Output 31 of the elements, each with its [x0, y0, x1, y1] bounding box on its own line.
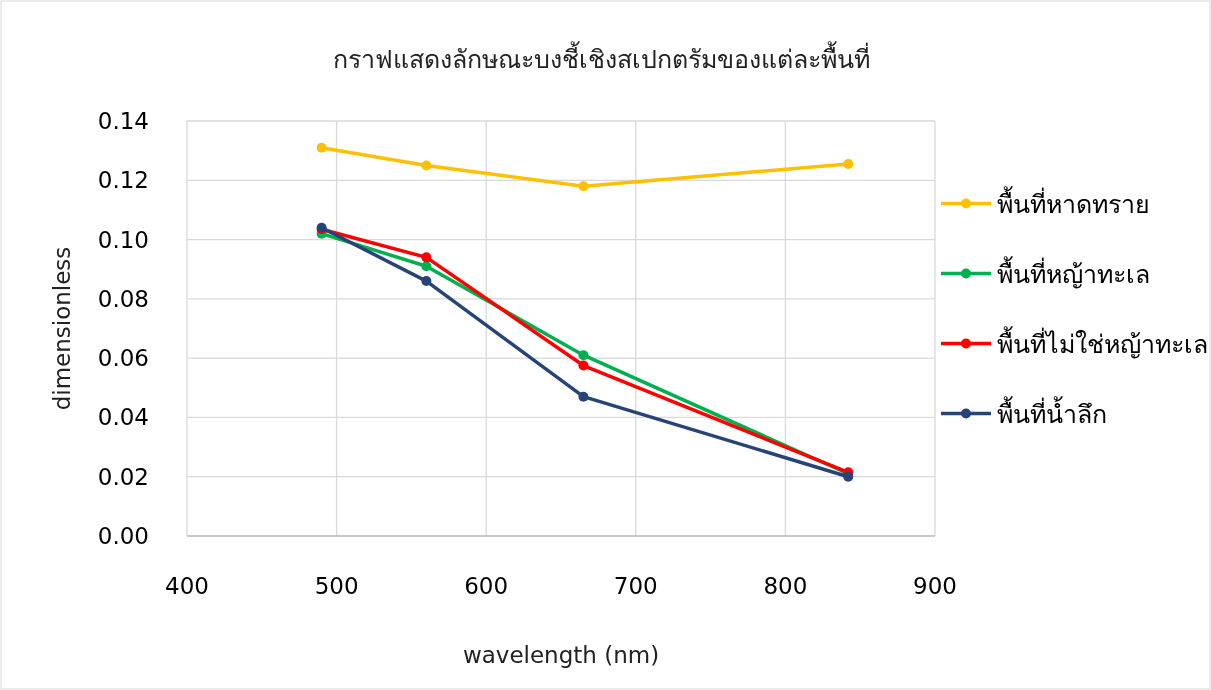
- point: [578, 391, 589, 402]
- point: [421, 160, 432, 171]
- x-tick-label: 600: [464, 573, 509, 599]
- x-tick-label: 400: [165, 573, 209, 599]
- legend-label: พื้นที่น้ำลึก: [997, 395, 1107, 429]
- y-tick-label: 0.12: [97, 167, 149, 194]
- point: [578, 350, 589, 361]
- legend-label: พื้นที่ไม่ใช่หญ้าทะเล: [997, 325, 1208, 359]
- y-tick-label: 0.06: [97, 345, 149, 372]
- point: [578, 360, 589, 371]
- x-tick-label: 500: [314, 573, 359, 599]
- chart-title: กราฟแสดงลักษณะบงชี้เชิงสเปกตรัมของแต่ละพื้นที่: [332, 41, 870, 74]
- x-tick-label: 900: [913, 573, 957, 599]
- point: [316, 142, 327, 153]
- y-tick-label: 0.02: [97, 463, 149, 490]
- x-tick-label: 700: [613, 573, 658, 599]
- y-tick-label: 0.00: [97, 523, 149, 549]
- legend-label: พื้นที่หญ้าทะเล: [997, 255, 1150, 289]
- point: [421, 252, 432, 263]
- y-tick-label: 0.04: [97, 404, 149, 431]
- y-tick-label: 0.14: [97, 108, 149, 134]
- point: [578, 181, 589, 192]
- x-tick-label: 800: [763, 573, 808, 599]
- point: [421, 276, 432, 287]
- y-axis-title: dimensionless: [49, 246, 75, 411]
- point: [421, 261, 432, 272]
- point: [843, 158, 854, 169]
- y-tick-label: 0.10: [97, 226, 149, 253]
- x-axis-title: wavelength (nm): [462, 642, 660, 668]
- y-tick-label: 0.08: [97, 285, 149, 312]
- legend-label: พื้นที่หาดทราย: [997, 185, 1150, 219]
